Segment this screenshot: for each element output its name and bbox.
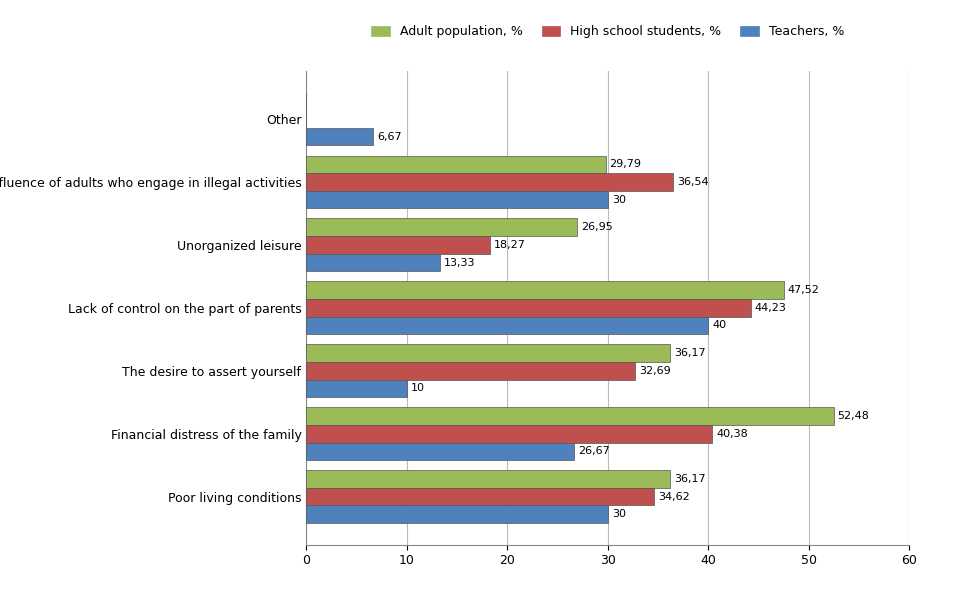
Bar xyxy=(306,506,608,523)
Text: 47,52: 47,52 xyxy=(788,285,819,295)
Bar xyxy=(306,379,407,397)
Text: 30: 30 xyxy=(612,195,626,205)
Bar xyxy=(306,299,750,317)
Bar xyxy=(306,191,608,208)
Bar xyxy=(306,407,834,425)
Bar xyxy=(306,218,577,236)
Bar xyxy=(306,470,670,488)
Bar xyxy=(306,425,712,443)
Text: 10: 10 xyxy=(411,384,425,394)
Bar xyxy=(306,236,490,254)
Text: 44,23: 44,23 xyxy=(755,303,787,313)
Text: 40,38: 40,38 xyxy=(716,429,747,439)
Text: 52,48: 52,48 xyxy=(837,411,870,421)
Text: 36,54: 36,54 xyxy=(678,177,709,187)
Legend: Adult population, %, High school students, %, Teachers, %: Adult population, %, High school student… xyxy=(367,21,849,43)
Bar xyxy=(306,345,670,362)
Bar xyxy=(306,362,634,379)
Bar xyxy=(306,254,440,271)
Text: 36,17: 36,17 xyxy=(674,348,705,358)
Text: 36,17: 36,17 xyxy=(674,474,705,484)
Text: 13,33: 13,33 xyxy=(444,258,476,268)
Bar xyxy=(306,173,674,191)
Text: 40: 40 xyxy=(712,320,726,330)
Text: 26,67: 26,67 xyxy=(578,446,610,456)
Text: 26,95: 26,95 xyxy=(581,222,612,232)
Bar xyxy=(306,128,373,146)
Bar xyxy=(306,156,606,173)
Text: 34,62: 34,62 xyxy=(658,492,690,501)
Bar xyxy=(306,281,784,299)
Bar xyxy=(306,317,708,334)
Text: 29,79: 29,79 xyxy=(610,159,641,169)
Bar xyxy=(306,443,574,460)
Text: 18,27: 18,27 xyxy=(494,240,525,250)
Bar xyxy=(306,488,655,506)
Text: 32,69: 32,69 xyxy=(638,366,671,376)
Text: 30: 30 xyxy=(612,509,626,519)
Text: 6,67: 6,67 xyxy=(377,131,402,141)
